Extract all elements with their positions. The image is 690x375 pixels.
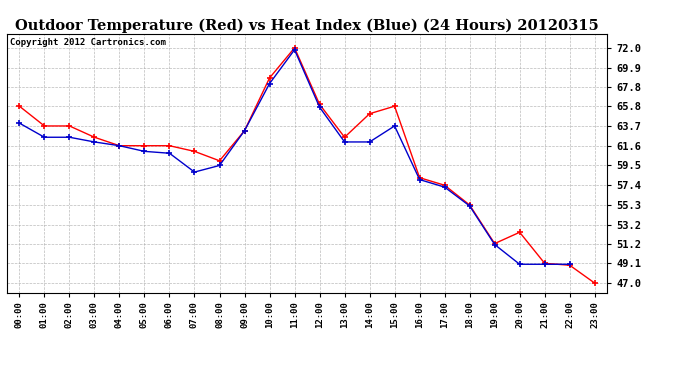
Title: Outdoor Temperature (Red) vs Heat Index (Blue) (24 Hours) 20120315: Outdoor Temperature (Red) vs Heat Index … bbox=[15, 18, 599, 33]
Text: Copyright 2012 Cartronics.com: Copyright 2012 Cartronics.com bbox=[10, 38, 166, 46]
